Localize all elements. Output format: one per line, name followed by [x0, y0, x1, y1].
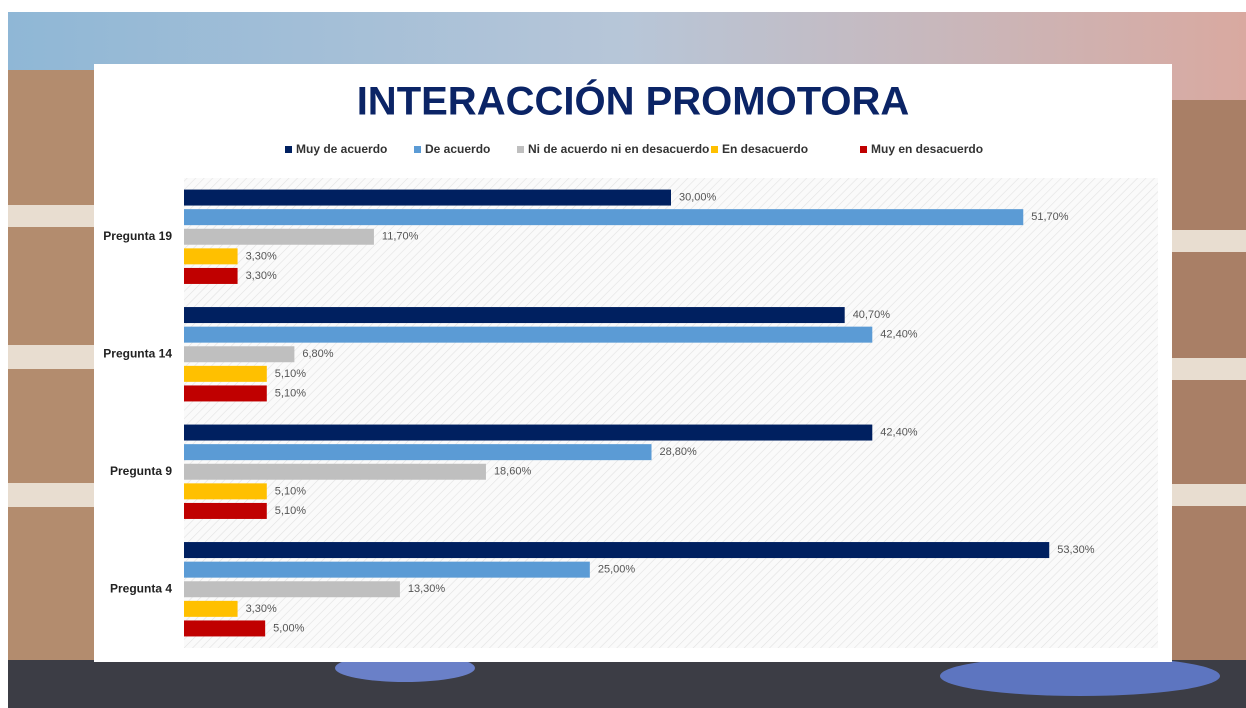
bar: [184, 444, 652, 461]
bar: [184, 502, 267, 519]
legend-label: Ni de acuerdo ni en desacuerdo: [528, 142, 709, 156]
value-label: 5,10%: [275, 485, 306, 497]
legend-label: Muy de acuerdo: [296, 142, 387, 156]
bar: [184, 248, 238, 265]
balcony-left: [8, 205, 94, 227]
bar: [184, 267, 238, 284]
value-label: 42,40%: [880, 329, 918, 341]
building-left: [8, 70, 98, 670]
balcony-right: [1172, 484, 1246, 506]
value-label: 5,10%: [275, 505, 306, 517]
bar: [184, 326, 873, 343]
category-label: Pregunta 9: [110, 464, 172, 478]
value-label: 18,60%: [494, 466, 532, 478]
bar: [184, 581, 400, 598]
legend-swatch: [860, 146, 867, 153]
balcony-left: [8, 483, 94, 507]
value-label: 30,00%: [679, 191, 717, 203]
bar: [184, 561, 590, 578]
bar: [184, 424, 873, 441]
bar: [184, 600, 238, 617]
bar: [184, 385, 267, 402]
bar: [184, 228, 374, 245]
bar: [184, 189, 671, 206]
bar: [184, 365, 267, 382]
legend-label: De acuerdo: [425, 142, 490, 156]
value-label: 28,80%: [660, 446, 698, 458]
bar: [184, 307, 845, 324]
balcony-left: [8, 345, 94, 369]
legend-label: En desacuerdo: [722, 142, 808, 156]
bar: [184, 209, 1024, 226]
value-label: 42,40%: [880, 426, 918, 438]
category-label: Pregunta 4: [110, 581, 172, 595]
value-label: 13,30%: [408, 583, 446, 595]
bar: [184, 483, 267, 500]
value-label: 25,00%: [598, 564, 636, 576]
legend-label: Muy en desacuerdo: [871, 142, 983, 156]
value-label: 53,30%: [1057, 544, 1095, 556]
legend-swatch: [711, 146, 718, 153]
value-label: 51,70%: [1031, 211, 1069, 223]
balcony-right: [1172, 358, 1246, 380]
balcony-right: [1172, 230, 1246, 252]
bar: [184, 620, 266, 637]
bar: [184, 346, 295, 363]
legend-swatch: [414, 146, 421, 153]
legend-swatch: [285, 146, 292, 153]
bar: [184, 463, 486, 480]
chart-title: INTERACCIÓN PROMOTORA: [357, 78, 910, 124]
value-label: 3,30%: [246, 603, 277, 615]
value-label: 40,70%: [853, 309, 891, 321]
value-label: 5,00%: [273, 622, 304, 634]
category-label: Pregunta 19: [103, 229, 172, 243]
value-label: 6,80%: [302, 348, 333, 360]
legend-swatch: [517, 146, 524, 153]
value-label: 5,10%: [275, 387, 306, 399]
court-marking: [940, 656, 1220, 696]
category-label: Pregunta 14: [103, 346, 172, 360]
value-label: 3,30%: [246, 250, 277, 262]
value-label: 11,70%: [382, 231, 419, 243]
value-label: 5,10%: [275, 368, 306, 380]
value-label: 3,30%: [246, 270, 277, 282]
bar: [184, 542, 1050, 559]
